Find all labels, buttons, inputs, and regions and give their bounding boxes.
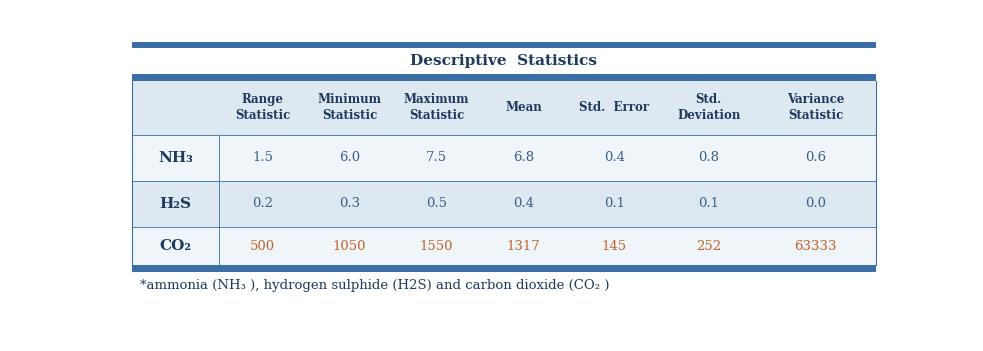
Bar [132,74,876,81]
Text: 0.8: 0.8 [698,151,720,164]
Bar [132,181,876,227]
Text: 0.1: 0.1 [698,197,720,210]
Text: 6.8: 6.8 [513,151,534,164]
Text: Range
Statistic: Range Statistic [235,93,290,122]
Text: 500: 500 [250,240,275,253]
Text: 0.6: 0.6 [805,151,827,164]
Text: 0.1: 0.1 [604,197,625,210]
Text: 0.4: 0.4 [513,197,534,210]
Bar [132,48,876,74]
Text: 1.5: 1.5 [252,151,273,164]
Text: 0.2: 0.2 [252,197,273,210]
Text: Mean: Mean [505,101,542,114]
Text: *ammonia (NH₃ ), hydrogen sulphide (H2S) and carbon dioxide (CO₂ ): *ammonia (NH₃ ), hydrogen sulphide (H2S)… [140,279,609,292]
Bar [132,134,876,181]
Text: Std.
Deviation: Std. Deviation [677,93,740,122]
Text: Variance
Statistic: Variance Statistic [787,93,844,122]
Text: 145: 145 [602,240,627,253]
Text: 0.4: 0.4 [604,151,625,164]
Text: 0.5: 0.5 [426,197,447,210]
Text: Minimum
Statistic: Minimum Statistic [318,93,381,122]
Bar [132,42,876,48]
Text: 7.5: 7.5 [426,151,447,164]
Text: 6.0: 6.0 [339,151,360,164]
Text: 1317: 1317 [506,240,541,253]
Text: 0.0: 0.0 [805,197,827,210]
Text: 63333: 63333 [794,240,838,253]
Text: CO₂: CO₂ [159,239,192,253]
Bar [132,227,876,265]
Text: Maximum
Statistic: Maximum Statistic [404,93,469,122]
Bar [132,265,876,272]
Text: 252: 252 [696,240,722,253]
Text: Descriptive  Statistics: Descriptive Statistics [410,54,598,68]
Text: 1050: 1050 [332,240,367,253]
Text: 0.3: 0.3 [339,197,360,210]
Text: NH₃: NH₃ [158,151,193,165]
Bar [132,81,876,134]
Text: Std.  Error: Std. Error [579,101,650,114]
Text: H₂S: H₂S [159,197,192,211]
Text: 1550: 1550 [420,240,453,253]
